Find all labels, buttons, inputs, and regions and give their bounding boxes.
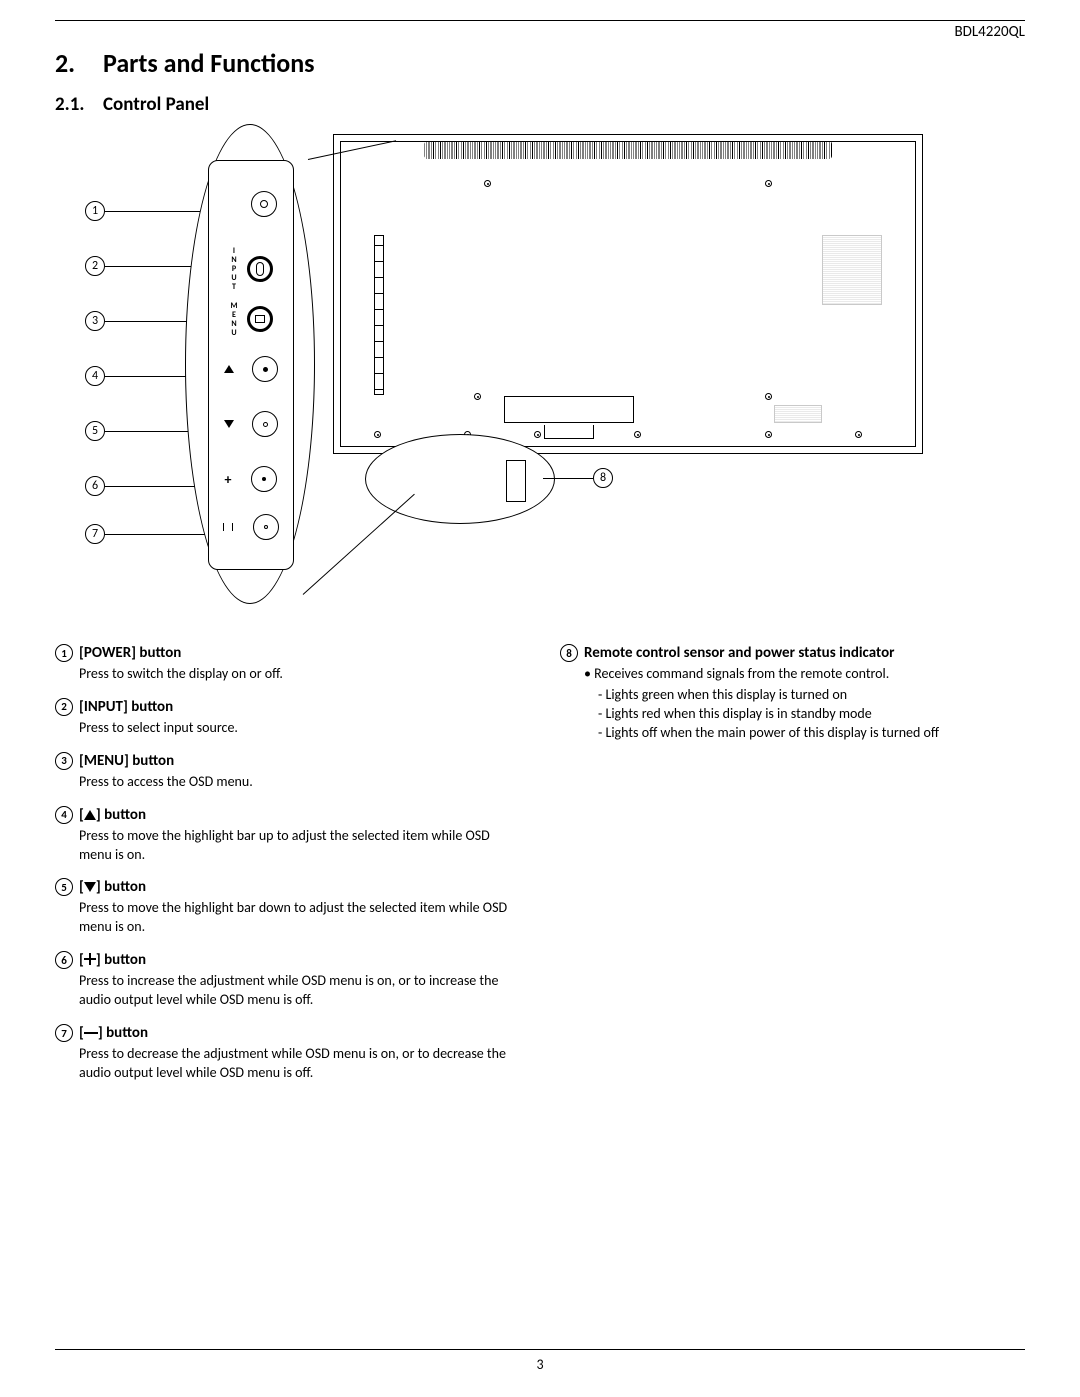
callout-7: 7 [85,524,211,544]
input-button-icon [247,256,273,282]
item-2-title: [INPUT] button [79,698,173,716]
plus-icon [84,953,96,965]
page-number: 3 [55,1356,1025,1373]
menu-button-icon [247,306,273,332]
down-button-icon [252,411,278,437]
item-1: 1[POWER] buttonPress to switch the displ… [55,644,520,684]
callout-8: 8 [593,468,613,488]
item-2: 2[INPUT] buttonPress to select input sou… [55,698,520,738]
triangle-down-icon [84,882,96,892]
item-4: 4[] buttonPress to move the highlight ba… [55,806,520,865]
item-4-title: [] button [79,806,146,824]
display-chassis [333,134,923,454]
minus-icon [84,1032,98,1034]
up-arrow-icon [224,365,234,373]
power-button-icon [251,191,277,217]
section-heading: 2.Parts and Functions [55,47,1025,79]
item-6: 6[] buttonPress to increase the adjustme… [55,951,520,1010]
item-8-title: Remote control sensor and power status i… [584,644,894,662]
descriptions-left-column: 1[POWER] buttonPress to switch the displ… [55,644,520,1097]
control-panel-diagram: 1 2 3 4 5 6 7 8 [85,124,1025,624]
triangle-up-icon [84,810,96,820]
item-1-title: [POWER] button [79,644,181,662]
down-arrow-icon [224,420,234,428]
item-3: 3[MENU] buttonPress to access the OSD me… [55,752,520,792]
minus-button-icon [253,514,279,540]
subsection-heading: 2.1.Control Panel [55,93,1025,116]
up-button-icon [252,356,278,382]
item-5: 5[] buttonPress to move the highlight ba… [55,878,520,937]
item-5-title: [] button [79,878,146,896]
item-8: 8 Remote control sensor and power status… [560,644,1025,743]
callout-1: 1 [85,201,211,221]
plus-button-icon [251,466,277,492]
control-panel-oval: INPUT MENU + [185,124,315,604]
item-7: 7[] buttonPress to decrease the adjustme… [55,1024,520,1083]
descriptions-right-column: 8 Remote control sensor and power status… [560,644,1025,1097]
item-3-title: [MENU] button [79,752,174,770]
item-7-title: [] button [79,1024,148,1042]
model-number: BDL4220QL [55,23,1025,41]
item-6-title: [] button [79,951,146,969]
